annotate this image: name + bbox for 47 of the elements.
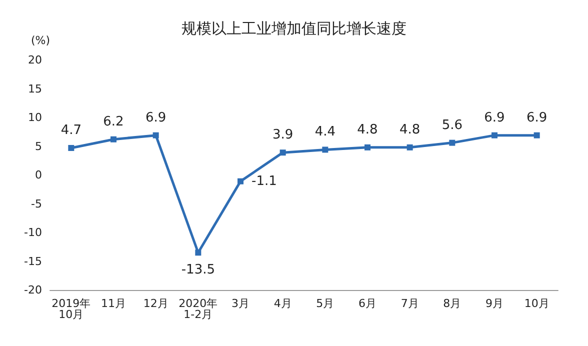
y-tick-label: -15 [24, 254, 42, 268]
x-tick-label: 6月 [358, 297, 376, 310]
point [280, 150, 286, 156]
point [406, 144, 413, 150]
point [364, 144, 370, 150]
data-label: 4.8 [357, 122, 378, 138]
x-tick-label: 3月 [232, 297, 250, 310]
y-tick-label: 15 [28, 82, 42, 96]
y-tick-label: -5 [31, 197, 42, 210]
y-tick-label: 20 [28, 54, 42, 66]
data-label: 6.9 [526, 110, 548, 126]
data-label: 6.2 [103, 114, 124, 130]
x-tick-label: 12月 [143, 297, 168, 310]
point [238, 178, 244, 184]
y-tick-label: 0 [35, 168, 42, 182]
point [68, 144, 74, 151]
x-tick-label: 7月 [400, 297, 419, 310]
chart-title: 规模以上工业增加值同比增长速度 [182, 20, 406, 38]
point [195, 250, 202, 256]
data-label: 4.8 [399, 122, 420, 138]
y-axis-title: (%) [30, 34, 50, 47]
x-tick-label: 2020年 1-2月 [178, 297, 218, 321]
point [449, 140, 456, 146]
data-label: 4.7 [60, 122, 82, 138]
point [492, 132, 498, 138]
data-label: 4.4 [314, 124, 336, 140]
data-label: 5.6 [442, 118, 463, 133]
data-label: 6.9 [484, 110, 505, 126]
x-tick-label: 4月 [274, 297, 292, 310]
x-tick-label: 5月 [316, 297, 334, 310]
point [110, 136, 116, 142]
x-tick-label: 11月 [101, 297, 126, 310]
data-label: -13.5 [181, 262, 215, 278]
y-tick-label: -20 [24, 284, 42, 296]
data-label: 6.9 [145, 110, 166, 126]
y-tick-label: 10 [28, 111, 42, 124]
y-tick-label: -10 [24, 226, 42, 239]
x-tick-label: 2019年 10月 [52, 297, 91, 321]
point [322, 146, 328, 153]
x-tick-label: 10月 [524, 297, 550, 310]
point [152, 132, 159, 138]
x-tick-label: 8月 [443, 297, 462, 310]
point [534, 132, 540, 138]
data-label: -1.1 [252, 174, 277, 189]
data-label: 3.9 [272, 128, 294, 143]
x-tick-label: 9月 [486, 297, 504, 310]
y-tick-label: 5 [35, 140, 42, 153]
